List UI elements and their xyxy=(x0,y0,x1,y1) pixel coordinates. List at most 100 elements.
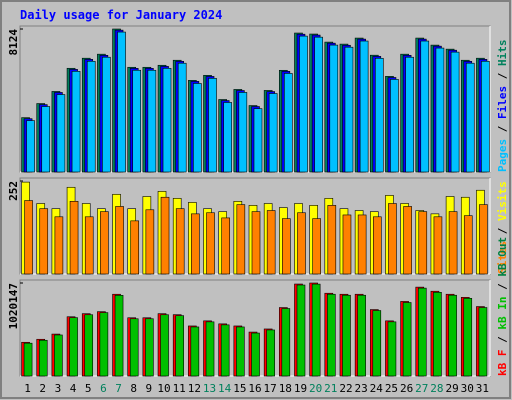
x-tick-label: 13 xyxy=(203,382,216,395)
bar xyxy=(359,40,369,173)
bar xyxy=(478,307,488,377)
bar xyxy=(420,40,430,173)
bar xyxy=(223,102,232,173)
bar xyxy=(145,209,155,275)
bar xyxy=(311,283,321,377)
bar xyxy=(465,62,475,173)
bar xyxy=(433,292,442,377)
bar xyxy=(236,326,245,377)
x-tick-label: 18 xyxy=(279,382,292,395)
x-tick-label: 27 xyxy=(415,382,428,395)
bar xyxy=(481,60,490,173)
bar xyxy=(220,324,230,377)
x-tick-label: 6 xyxy=(100,382,107,395)
x-tick-label: 22 xyxy=(339,382,352,395)
bar xyxy=(221,217,230,275)
chart-title: Daily usage for January 2024 xyxy=(20,8,222,22)
bar xyxy=(253,108,263,173)
bar xyxy=(342,214,352,275)
legend-entry: Pages xyxy=(496,139,509,172)
bar xyxy=(147,69,157,173)
bar xyxy=(251,332,260,377)
bar xyxy=(100,211,109,275)
bar xyxy=(357,214,367,275)
bar xyxy=(39,208,49,275)
bar xyxy=(56,94,66,173)
bar xyxy=(175,208,185,275)
bar xyxy=(26,120,35,173)
bar xyxy=(175,315,184,377)
legend-entry: kB Out xyxy=(496,237,509,277)
bar xyxy=(99,312,109,377)
x-tick-label: 4 xyxy=(70,382,77,395)
bar xyxy=(281,308,291,377)
x-tick-label: 17 xyxy=(264,382,277,395)
bar xyxy=(117,31,126,173)
bar xyxy=(54,334,63,377)
legend-separator: / xyxy=(496,277,509,297)
bar xyxy=(479,204,488,275)
bar xyxy=(84,216,94,275)
x-tick-label: 31 xyxy=(476,382,489,395)
x-tick-label: 30 xyxy=(461,382,474,395)
bar xyxy=(299,35,308,173)
bar xyxy=(374,57,384,173)
bar xyxy=(38,339,48,377)
bar xyxy=(190,326,200,377)
bar xyxy=(388,203,397,275)
legend: Sites / Visits xyxy=(496,181,509,274)
x-tick-label: 3 xyxy=(55,382,62,395)
legend-separator: / xyxy=(496,119,509,139)
bar xyxy=(403,206,412,275)
x-tick-label: 20 xyxy=(309,382,322,395)
x-tick-label: 11 xyxy=(173,382,186,395)
bar xyxy=(312,218,321,275)
bar xyxy=(208,78,217,173)
bar xyxy=(450,51,460,173)
bar xyxy=(206,212,215,275)
x-tick-label: 15 xyxy=(233,382,246,395)
x-tick-label: 2 xyxy=(39,382,46,395)
bar xyxy=(191,213,200,275)
bar xyxy=(448,294,457,377)
bar xyxy=(372,216,382,275)
bar xyxy=(193,83,202,173)
bar xyxy=(41,106,51,173)
x-tick-label: 19 xyxy=(294,382,307,395)
bar xyxy=(236,204,246,275)
y-tick-label: 8124 xyxy=(7,29,20,56)
bar xyxy=(86,60,96,173)
bar xyxy=(69,317,78,377)
bar xyxy=(327,205,337,275)
bar xyxy=(69,200,79,275)
bar xyxy=(342,294,351,377)
x-tick-label: 10 xyxy=(157,382,170,395)
bar xyxy=(405,56,414,173)
bar xyxy=(327,293,336,377)
legend-entry: Files xyxy=(496,86,509,119)
x-tick-label: 14 xyxy=(218,382,232,395)
bar xyxy=(251,211,261,275)
legend-entry: kB In xyxy=(496,297,509,330)
bar xyxy=(463,215,473,275)
bar xyxy=(177,62,187,173)
bar xyxy=(402,302,412,377)
bar xyxy=(418,211,428,275)
x-tick-label: 29 xyxy=(445,382,458,395)
bar xyxy=(130,220,140,275)
legend: Pages / Files / Hits xyxy=(496,40,509,173)
bar xyxy=(160,314,169,377)
x-tick-label: 26 xyxy=(400,382,413,395)
bar xyxy=(23,342,33,377)
bar xyxy=(433,216,443,275)
bar xyxy=(296,284,306,377)
x-tick-label: 25 xyxy=(385,382,398,395)
bar xyxy=(268,93,278,173)
x-tick-label: 28 xyxy=(430,382,443,395)
bar xyxy=(372,310,382,377)
bar xyxy=(357,294,366,377)
bar xyxy=(435,47,445,173)
x-tick-label: 23 xyxy=(355,382,368,395)
bar xyxy=(115,206,124,275)
